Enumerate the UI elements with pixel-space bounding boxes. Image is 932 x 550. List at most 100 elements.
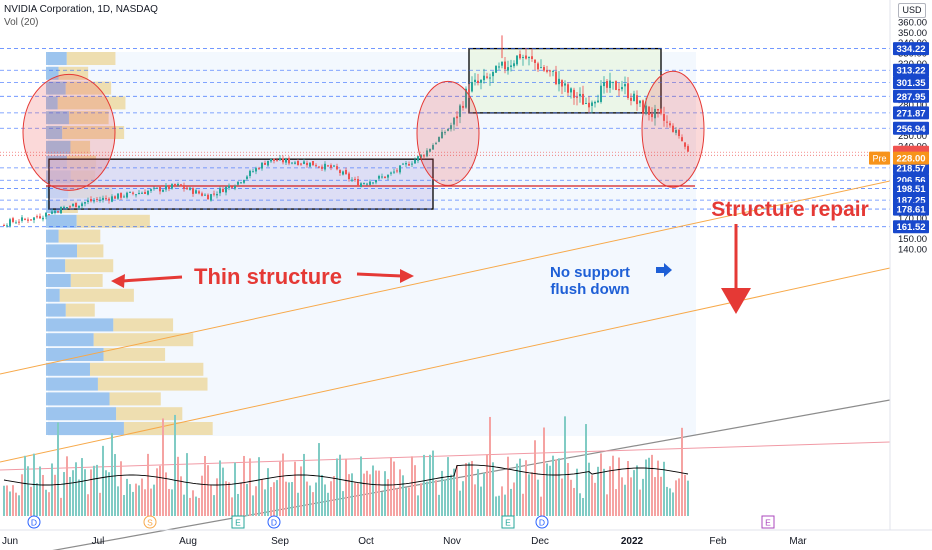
candle <box>426 150 428 157</box>
time-axis[interactable]: Jun Jul Aug Sep Oct Nov Dec 2022 Feb Mar <box>0 529 932 547</box>
candle <box>15 222 17 224</box>
candle <box>477 80 479 83</box>
event-marker-label: D <box>31 518 37 528</box>
candle <box>45 212 47 217</box>
profile-bar <box>103 348 166 361</box>
candle <box>315 165 317 167</box>
volume-bar <box>456 465 458 516</box>
volume-bar <box>468 462 470 516</box>
volume-bar <box>186 453 188 516</box>
volume-bar <box>435 480 437 516</box>
candle <box>624 84 626 87</box>
volume-bar <box>126 478 128 516</box>
event-marker[interactable]: D <box>27 515 41 529</box>
candle <box>27 219 29 221</box>
candle <box>648 106 650 115</box>
volume-bar <box>213 495 215 516</box>
candle <box>453 117 455 125</box>
candle <box>375 180 377 183</box>
candle <box>414 159 416 164</box>
candle <box>180 184 182 187</box>
candle <box>501 61 503 66</box>
candle <box>39 216 41 219</box>
volume-bar <box>273 482 275 516</box>
candle <box>240 182 242 184</box>
volume-bar <box>369 474 371 516</box>
volume-bar <box>681 427 683 516</box>
volume-bar <box>282 453 284 516</box>
candle <box>465 88 467 108</box>
candle <box>354 178 356 180</box>
volume-bar <box>561 478 563 516</box>
candles <box>3 35 689 228</box>
price-axis[interactable]: 140.00150.00160.00170.00180.00190.00200.… <box>869 0 929 530</box>
event-marker[interactable]: E <box>761 515 775 529</box>
candle <box>378 176 380 179</box>
volume-bar <box>552 455 554 516</box>
candle <box>324 163 326 170</box>
volume-bar <box>144 489 146 516</box>
volume-bar <box>387 479 389 516</box>
candle <box>387 174 389 178</box>
event-marker[interactable]: D <box>535 515 549 529</box>
candle <box>33 217 35 221</box>
volume-bar <box>174 414 176 516</box>
volume-bar <box>504 494 506 516</box>
volume-bar <box>642 478 644 516</box>
volume-bar <box>270 487 272 516</box>
candle <box>405 163 407 165</box>
profile-bar <box>65 303 95 317</box>
profile-bar <box>66 52 116 65</box>
candle <box>351 179 353 181</box>
arrow-to-left-ellipse <box>121 275 183 283</box>
volume-bar <box>378 470 380 516</box>
volume-bar <box>396 488 398 516</box>
candle <box>615 81 617 90</box>
volume-bar <box>423 454 425 516</box>
currency-button[interactable]: USD <box>898 3 926 18</box>
volume-bar <box>447 457 449 516</box>
event-marker[interactable]: E <box>501 515 515 529</box>
level-price-tag <box>893 106 929 120</box>
profile-bar <box>89 362 204 376</box>
volume-bar <box>591 475 593 516</box>
volume-bar <box>405 487 407 516</box>
event-marker[interactable]: E <box>231 515 245 529</box>
candle <box>537 63 539 70</box>
candle <box>669 123 671 126</box>
candle <box>195 190 197 194</box>
candle <box>672 125 674 132</box>
candle <box>645 105 647 115</box>
candle <box>468 89 470 93</box>
volume-bar <box>84 469 86 516</box>
volume-bar <box>669 488 671 516</box>
arrow-head-left <box>111 274 125 288</box>
candle <box>174 183 176 187</box>
volume-bar <box>654 477 656 516</box>
candle <box>207 194 209 200</box>
highlight-ellipse-mid <box>416 80 480 186</box>
candle <box>570 88 572 93</box>
volume-bar <box>372 465 374 516</box>
event-marker[interactable]: S <box>143 515 157 529</box>
volume-bar <box>153 484 155 516</box>
candle <box>519 54 521 59</box>
level-price-tag-text: 187.25 <box>896 196 926 207</box>
candle <box>429 148 431 152</box>
level-price-tag-text: 161.52 <box>896 222 925 233</box>
volume-bar <box>246 484 248 516</box>
event-marker[interactable]: D <box>267 515 281 529</box>
volume-bar <box>417 495 419 516</box>
candle <box>72 203 74 206</box>
candle <box>606 81 608 88</box>
thin-structure-label: Thin structure <box>194 264 342 289</box>
pre-badge-text: Pre <box>872 154 886 164</box>
candle <box>594 101 596 104</box>
volume-bar <box>309 485 311 516</box>
volume-bar <box>474 484 476 516</box>
arrow-head-right <box>400 269 414 283</box>
candle <box>309 162 311 167</box>
volume-bar <box>600 453 602 516</box>
